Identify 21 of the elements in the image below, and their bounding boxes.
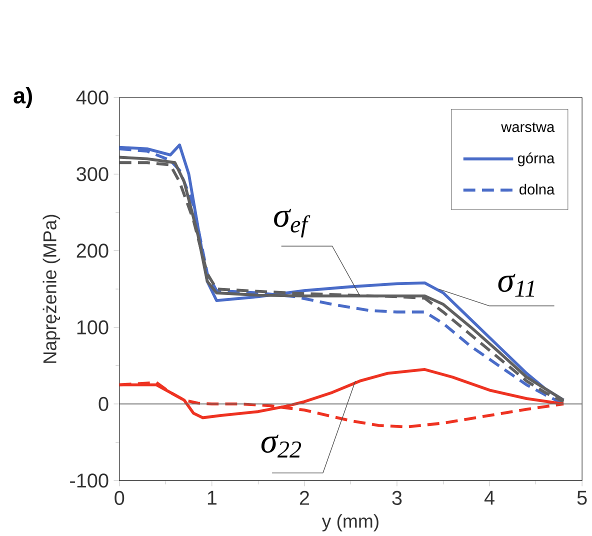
legend-label: górna — [518, 152, 555, 166]
x-tick-label: 2 — [300, 490, 309, 505]
text: a) — [14, 87, 32, 108]
y-axis-title: Naprężenie (MPa) — [42, 214, 60, 363]
annotation: σ$_{22}$ — [261, 434, 302, 458]
x-tick-label: 5 — [577, 490, 587, 505]
y-tick-label: 300 — [76, 167, 108, 182]
x-tick-label: 3 — [392, 490, 402, 506]
annotation: σ$_{11}$ — [498, 274, 534, 297]
x-tick-label: 1 — [208, 490, 216, 505]
x-tick-label: 4 — [484, 490, 494, 505]
legend-title: warstwa — [501, 122, 555, 132]
y-tick-label: 200 — [76, 244, 108, 258]
x-axis-title: y (mm) — [322, 514, 378, 532]
x-tick-label: 0 — [114, 490, 124, 506]
y-tick-label: 400 — [76, 90, 108, 105]
y-tick-label: -100 — [70, 474, 108, 488]
annotation: σ$_{ef}$ — [274, 208, 310, 238]
y-tick-label: 100 — [77, 320, 108, 334]
legend-label: dolna — [520, 184, 555, 195]
y-tick-label: 0 — [98, 396, 108, 412]
